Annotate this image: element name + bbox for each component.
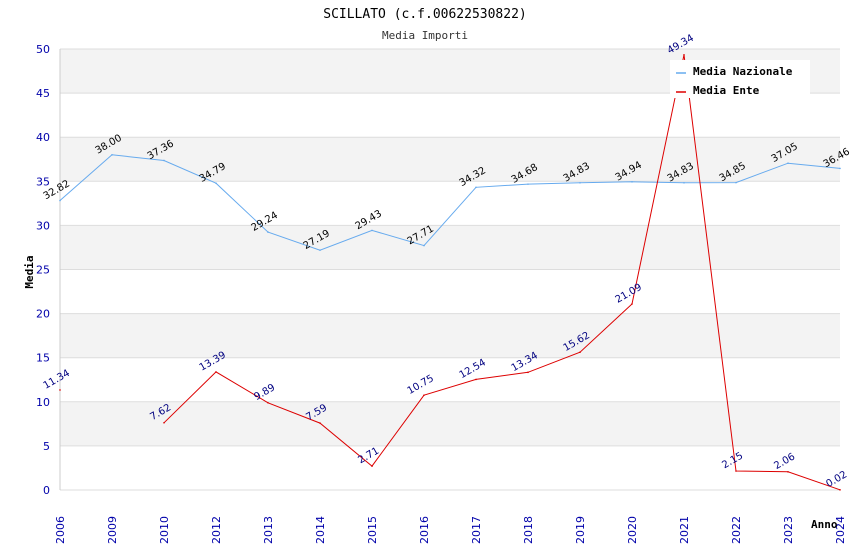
data-point [371,229,373,232]
data-point [475,186,477,189]
grid-band [60,269,840,314]
x-tick-label: 2009 [106,516,119,544]
data-point [215,182,217,184]
data-point [163,421,165,424]
data-point [59,199,61,202]
x-tick-label: 2020 [626,516,639,544]
chart-subtitle: Media Importi [382,29,468,42]
x-axis-title: Anno [811,518,838,531]
data-point [527,371,529,374]
chart-title: SCILLATO (c.f.00622530822) [323,7,527,22]
grid-band [60,181,840,226]
grid-band [60,357,840,402]
series-line-media-ente [163,54,841,491]
x-tick-label: 2019 [574,516,587,544]
data-point [787,162,789,165]
x-tick-label: 2024 [834,516,847,544]
y-tick-label: 35 [36,175,50,188]
y-tick-label: 0 [43,484,50,497]
grid-band [60,93,840,138]
data-point [631,303,633,305]
series-line-media-nazionale [59,154,841,251]
data-point [527,183,529,185]
y-tick-label: 25 [36,264,50,277]
data-point [215,371,217,373]
data-point [631,181,633,183]
data-point [839,489,841,491]
x-tick-label: 2021 [678,516,691,544]
data-point [371,465,373,467]
y-tick-label: 45 [36,87,50,100]
legend-box [670,60,810,98]
data-point [579,181,581,184]
x-tick-label: 2018 [522,516,535,544]
y-tick-label: 20 [36,308,50,321]
y-axis-ticks: 0 5 10 15 20 25 30 35 40 45 50 [36,43,50,497]
data-point [475,378,477,381]
grid-band [60,225,840,270]
data-point [267,231,269,233]
x-tick-label: 2016 [418,516,431,544]
y-tick-label: 10 [36,396,50,409]
x-tick-label: 2017 [470,516,483,544]
x-axis-ticks: 2006 2009 2010 2012 2013 2014 2015 2016 2017 2018… [54,516,847,544]
data-point [735,470,737,472]
data-point [735,181,737,184]
grid-band [60,137,840,182]
y-tick-label: 15 [36,352,50,365]
grid-band [60,445,840,490]
x-tick-label: 2006 [54,516,67,544]
series-layer [59,54,841,491]
data-point [111,154,113,156]
data-point [579,351,581,354]
data-point [839,167,841,170]
x-tick-label: 2022 [730,516,743,544]
data-point [267,401,269,404]
data-point [423,244,425,247]
grid [59,48,840,491]
x-tick-label: 2013 [262,516,275,544]
x-tick-label: 2014 [314,516,327,544]
y-tick-label: 30 [36,219,50,232]
grid-band [60,401,840,446]
data-point [683,181,685,184]
legend-label-media-ente: Media Ente [693,84,760,97]
y-tick-label: 5 [43,440,50,453]
y-axis-title: Media [23,255,36,288]
x-tick-label: 2010 [158,516,171,544]
x-tick-label: 2015 [366,516,379,544]
grid-band [60,313,840,358]
y-tick-label: 50 [36,43,50,56]
legend-label-media-nazionale: Media Nazionale [693,65,793,78]
data-point [59,389,61,391]
data-point [787,471,789,473]
legend: Media Nazionale Media Ente [670,60,810,98]
data-point [683,54,685,56]
y-tick-label: 40 [36,131,50,144]
data-point [319,422,321,424]
x-tick-label: 2012 [210,516,223,544]
data-point [163,159,165,162]
data-point [319,249,321,251]
data-point [423,394,425,396]
x-tick-label: 2023 [782,516,795,544]
